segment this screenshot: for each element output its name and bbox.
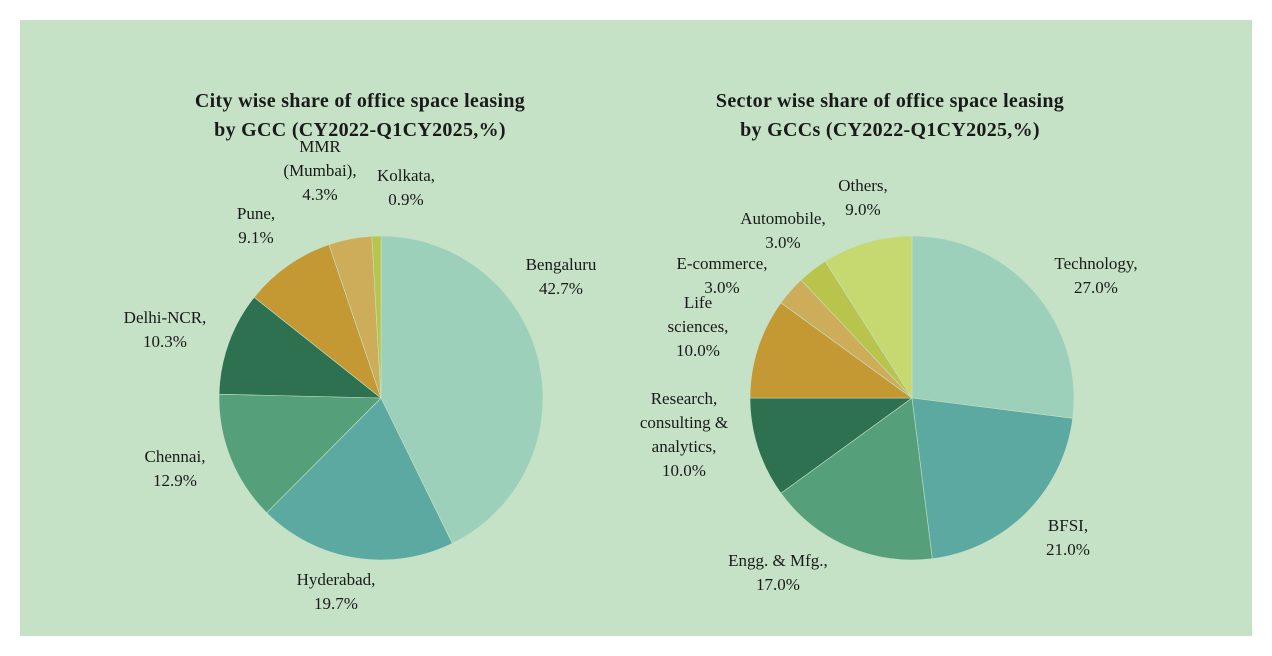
sector-slice-life-sciences-label-line: sciences, bbox=[668, 317, 729, 336]
sector-slice-automobile-label: Automobile, 3.0% bbox=[740, 209, 825, 252]
city-slice-hyderabad-label: Hyderabad, 19.7% bbox=[297, 570, 376, 613]
city-slice-pune-label-line: Pune, bbox=[237, 204, 275, 223]
sector-slice-technology-label-line: Technology, bbox=[1054, 254, 1137, 273]
sector-slice-automobile-value: 3.0% bbox=[765, 233, 800, 252]
sector-slice-research-consulting-analytics-label-line: consulting & bbox=[640, 413, 728, 432]
city-slice-bengaluru bbox=[380, 235, 544, 544]
sector-slice-others bbox=[824, 235, 913, 400]
sector-slice-technology-label: Technology, 27.0% bbox=[1054, 254, 1137, 297]
city-slice-bengaluru-label: Bengaluru 42.7% bbox=[526, 255, 597, 298]
city-pie: Bengaluru 42.7% Hyderabad, 19.7% Chennai, 12.… bbox=[124, 137, 597, 613]
city-slice-bengaluru-value: 42.7% bbox=[539, 279, 583, 298]
city-slice-kolkata bbox=[371, 235, 382, 399]
sector-slice-research-consulting-analytics-label: Research, consulting & analytics, 10.0% bbox=[640, 389, 728, 480]
sector-slice-research-consulting-analytics-label-line: analytics, bbox=[652, 437, 717, 456]
sector-slice-life-sciences-value: 10.0% bbox=[676, 341, 720, 360]
city-chart-title-line-2: by GCC (CY2022-Q1CY2025,%) bbox=[214, 119, 506, 141]
city-slice-chennai-label: Chennai, 12.9% bbox=[145, 447, 206, 490]
city-slice-delhi-ncr-label: Delhi-NCR, 10.3% bbox=[124, 308, 207, 351]
city-slice-pune bbox=[253, 244, 382, 399]
sector-slice-engg-mfg bbox=[780, 397, 933, 561]
sector-slice-research-consulting-analytics bbox=[749, 397, 913, 494]
city-slice-mmr-mumbai-label-line: (Mumbai), bbox=[283, 161, 356, 180]
city-slice-bengaluru-label-line: Bengaluru bbox=[526, 255, 597, 274]
city-slice-delhi-ncr-value: 10.3% bbox=[143, 332, 187, 351]
city-slice-hyderabad-label-line: Hyderabad, bbox=[297, 570, 376, 589]
city-slice-hyderabad-value: 19.7% bbox=[314, 594, 358, 613]
sector-chart-title-line-1: Sector wise share of office space leasin… bbox=[715, 90, 1065, 112]
sector-slice-e-commerce-value: 3.0% bbox=[704, 278, 739, 297]
sector-slice-life-sciences-label: Life sciences, 10.0% bbox=[668, 293, 729, 360]
sector-chart-title: Sector wise share of office space leasin… bbox=[660, 87, 1120, 145]
sector-slice-others-label: Others, 9.0% bbox=[838, 176, 888, 219]
sector-pie: Technology, 27.0% BFSI, 21.0% Engg. & Mfg., 1… bbox=[640, 176, 1138, 594]
sector-slice-bfsi-label: BFSI, 21.0% bbox=[1046, 516, 1090, 559]
city-chart-title-line-1: City wise share of office space leasing bbox=[194, 90, 526, 112]
sector-slice-others-label-line: Others, bbox=[838, 176, 888, 195]
city-slice-hyderabad bbox=[266, 397, 453, 561]
sector-slice-engg-mfg-label-line: Engg. & Mfg., bbox=[728, 551, 828, 570]
city-slice-pune-value: 9.1% bbox=[238, 228, 273, 247]
sector-slice-research-consulting-analytics-value: 10.0% bbox=[662, 461, 706, 480]
city-chart-title: City wise share of office space leasing … bbox=[140, 87, 580, 145]
sector-slice-life-sciences-label-line: Life bbox=[684, 293, 712, 312]
sector-slice-bfsi bbox=[911, 397, 1074, 560]
sector-slice-e-commerce-label: E-commerce, 3.0% bbox=[676, 254, 767, 297]
city-slice-kolkata-value: 0.9% bbox=[388, 190, 423, 209]
sector-slice-automobile-label-line: Automobile, bbox=[740, 209, 825, 228]
sector-slice-bfsi-value: 21.0% bbox=[1046, 540, 1090, 559]
sector-slice-research-consulting-analytics-label-line: Research, bbox=[651, 389, 718, 408]
sector-slice-engg-mfg-value: 17.0% bbox=[756, 575, 800, 594]
city-slice-chennai-value: 12.9% bbox=[153, 471, 197, 490]
city-slice-chennai-label-line: Chennai, bbox=[145, 447, 206, 466]
sector-slice-e-commerce-label-line: E-commerce, bbox=[676, 254, 767, 273]
city-slice-kolkata-label-line: Kolkata, bbox=[377, 166, 435, 185]
sector-slice-technology bbox=[911, 235, 1075, 419]
city-slice-kolkata-label: Kolkata, 0.9% bbox=[377, 166, 435, 209]
city-slice-mmr-mumbai-label: MMR (Mumbai), 4.3% bbox=[283, 137, 356, 204]
city-slice-mmr-mumbai-label-line: MMR bbox=[299, 137, 341, 156]
city-slice-mmr-mumbai-value: 4.3% bbox=[302, 185, 337, 204]
sector-slice-life-sciences bbox=[749, 302, 913, 399]
sector-slice-engg-mfg-label: Engg. & Mfg., 17.0% bbox=[728, 551, 828, 594]
city-slice-delhi-ncr-label-line: Delhi-NCR, bbox=[124, 308, 207, 327]
city-slice-chennai bbox=[218, 393, 382, 514]
city-slice-delhi-ncr bbox=[218, 296, 382, 399]
sector-chart-title-line-2: by GCCs (CY2022-Q1CY2025,%) bbox=[740, 119, 1040, 141]
sector-slice-technology-value: 27.0% bbox=[1074, 278, 1118, 297]
sector-slice-bfsi-label-line: BFSI, bbox=[1048, 516, 1088, 535]
city-slice-pune-label: Pune, 9.1% bbox=[237, 204, 275, 247]
sector-slice-others-value: 9.0% bbox=[845, 200, 880, 219]
